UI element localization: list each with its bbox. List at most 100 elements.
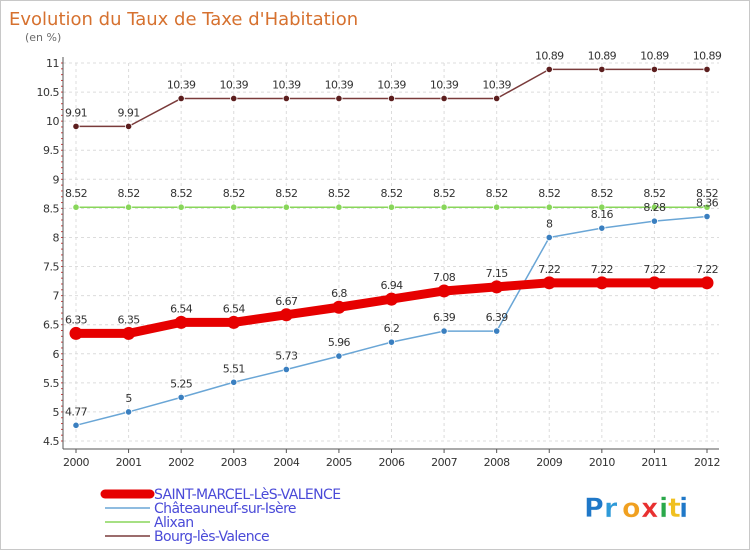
y-tick-label: 8.5 bbox=[43, 202, 59, 215]
x-tick-label: 2004 bbox=[273, 456, 299, 469]
data-label-ch-teauneuf-sur-is-re: 5.51 bbox=[223, 362, 245, 375]
data-point-saint-marcel-l-s-valence bbox=[595, 276, 609, 290]
data-point-saint-marcel-l-s-valence bbox=[69, 326, 83, 340]
data-point-saint-marcel-l-s-valence bbox=[279, 308, 293, 322]
x-tick-label: 2009 bbox=[536, 456, 562, 469]
data-point-saint-marcel-l-s-valence bbox=[174, 315, 188, 329]
x-tick-label: 2012 bbox=[694, 456, 720, 469]
y-tick-label: 10 bbox=[46, 115, 59, 128]
data-label-bourg-l-s-valence: 10.89 bbox=[693, 49, 722, 62]
x-tick-label: 2001 bbox=[116, 456, 142, 469]
data-point-saint-marcel-l-s-valence bbox=[437, 284, 451, 298]
data-label-bourg-l-s-valence: 10.89 bbox=[640, 49, 669, 62]
chart-unit-label: (en %) bbox=[25, 31, 61, 44]
data-label-ch-teauneuf-sur-is-re: 4.77 bbox=[65, 405, 88, 418]
data-label-bourg-l-s-valence: 10.89 bbox=[535, 49, 564, 62]
y-tick-label: 7 bbox=[53, 290, 60, 303]
data-label-alixan: 8.52 bbox=[170, 187, 192, 200]
data-point-bourg-l-s-valence bbox=[335, 94, 343, 103]
data-label-bourg-l-s-valence: 10.39 bbox=[430, 78, 459, 91]
data-point-ch-teauneuf-sur-is-re bbox=[124, 408, 133, 416]
y-tick-label: 6 bbox=[53, 348, 60, 361]
data-point-alixan bbox=[598, 203, 606, 211]
data-label-bourg-l-s-valence: 10.89 bbox=[588, 49, 617, 62]
series-layer bbox=[69, 65, 714, 429]
data-point-alixan bbox=[282, 203, 290, 211]
data-label-bourg-l-s-valence: 9.91 bbox=[118, 106, 140, 119]
data-point-ch-teauneuf-sur-is-re bbox=[335, 352, 343, 360]
data-label-ch-teauneuf-sur-is-re: 5.96 bbox=[328, 336, 351, 349]
data-point-bourg-l-s-valence bbox=[72, 122, 80, 130]
data-point-alixan bbox=[703, 203, 711, 211]
legend-label: SAINT-MARCEL-LèS-VALENCE bbox=[154, 487, 340, 503]
data-label-ch-teauneuf-sur-is-re: 8.28 bbox=[643, 201, 666, 214]
data-point-ch-teauneuf-sur-is-re bbox=[72, 421, 80, 429]
logo-letter: r bbox=[604, 493, 618, 524]
y-tick-label: 9.5 bbox=[43, 144, 59, 157]
data-label-alixan: 8.52 bbox=[486, 187, 508, 200]
data-label-alixan: 8.52 bbox=[223, 187, 245, 200]
data-point-bourg-l-s-valence bbox=[493, 94, 501, 103]
data-label-ch-teauneuf-sur-is-re: 5 bbox=[125, 392, 132, 405]
data-label-alixan: 8.52 bbox=[643, 187, 665, 200]
data-label-ch-teauneuf-sur-is-re: 5.73 bbox=[275, 349, 298, 362]
data-label-ch-teauneuf-sur-is-re: 6.2 bbox=[384, 322, 400, 335]
data-label-bourg-l-s-valence: 10.39 bbox=[377, 78, 406, 91]
data-point-bourg-l-s-valence bbox=[440, 94, 448, 103]
data-label-ch-teauneuf-sur-is-re: 8 bbox=[546, 217, 553, 230]
data-label-saint-marcel-l-s-valence: 6.35 bbox=[65, 313, 88, 326]
data-point-ch-teauneuf-sur-is-re bbox=[650, 217, 659, 225]
x-tick-label: 2000 bbox=[63, 456, 89, 469]
data-label-ch-teauneuf-sur-is-re: 6.39 bbox=[486, 311, 509, 324]
data-point-ch-teauneuf-sur-is-re bbox=[177, 393, 185, 401]
data-point-alixan bbox=[440, 203, 448, 211]
data-point-alixan bbox=[72, 203, 80, 211]
data-label-saint-marcel-l-s-valence: 7.08 bbox=[433, 271, 456, 284]
data-label-bourg-l-s-valence: 10.39 bbox=[272, 78, 301, 91]
grid-layer bbox=[63, 62, 719, 442]
data-point-bourg-l-s-valence bbox=[177, 94, 185, 103]
data-label-alixan: 8.52 bbox=[328, 187, 350, 200]
data-point-alixan bbox=[124, 203, 133, 211]
data-point-bourg-l-s-valence bbox=[598, 65, 606, 73]
data-point-bourg-l-s-valence bbox=[124, 122, 133, 130]
data-point-ch-teauneuf-sur-is-re bbox=[493, 327, 501, 335]
data-label-saint-marcel-l-s-valence: 7.22 bbox=[538, 263, 560, 276]
data-point-alixan bbox=[177, 203, 185, 211]
data-point-alixan bbox=[230, 203, 238, 211]
data-label-ch-teauneuf-sur-is-re: 6.39 bbox=[433, 311, 456, 324]
legend-label: Châteauneuf-sur-Isère bbox=[154, 501, 296, 517]
data-point-ch-teauneuf-sur-is-re bbox=[387, 338, 396, 346]
logo-letter: i bbox=[659, 493, 668, 524]
y-tick-label: 4.5 bbox=[43, 435, 59, 448]
x-tick-label: 2003 bbox=[221, 456, 247, 469]
data-label-saint-marcel-l-s-valence: 7.22 bbox=[643, 263, 665, 276]
y-tick-label: 5 bbox=[53, 406, 60, 419]
data-point-saint-marcel-l-s-valence bbox=[122, 326, 136, 340]
logo-letter: P bbox=[584, 493, 604, 524]
data-label-saint-marcel-l-s-valence: 6.35 bbox=[118, 313, 141, 326]
x-tick-label: 2007 bbox=[431, 456, 457, 469]
data-label-saint-marcel-l-s-valence: 6.67 bbox=[275, 295, 298, 308]
y-tick-label: 7.5 bbox=[43, 261, 59, 274]
logo-letter: i bbox=[679, 493, 688, 524]
data-label-saint-marcel-l-s-valence: 6.8 bbox=[331, 287, 347, 300]
logo-letter: t bbox=[668, 493, 681, 524]
y-tick-label: 10.5 bbox=[37, 86, 60, 99]
data-label-alixan: 8.52 bbox=[538, 187, 560, 200]
data-label-saint-marcel-l-s-valence: 7.15 bbox=[486, 267, 509, 280]
data-label-alixan: 8.52 bbox=[591, 187, 613, 200]
y-tick-label: 11 bbox=[46, 57, 59, 70]
legend: SAINT-MARCEL-LèS-VALENCEChâteauneuf-sur-… bbox=[100, 487, 341, 545]
data-point-ch-teauneuf-sur-is-re bbox=[230, 378, 238, 386]
data-label-saint-marcel-l-s-valence: 6.54 bbox=[223, 302, 246, 315]
y-tick-label: 6.5 bbox=[43, 319, 59, 332]
data-label-alixan: 8.52 bbox=[275, 187, 297, 200]
data-label-bourg-l-s-valence: 10.39 bbox=[220, 78, 249, 91]
data-label-alixan: 8.52 bbox=[380, 187, 402, 200]
x-tick-label: 2011 bbox=[641, 456, 667, 469]
data-label-saint-marcel-l-s-valence: 6.94 bbox=[380, 279, 403, 292]
